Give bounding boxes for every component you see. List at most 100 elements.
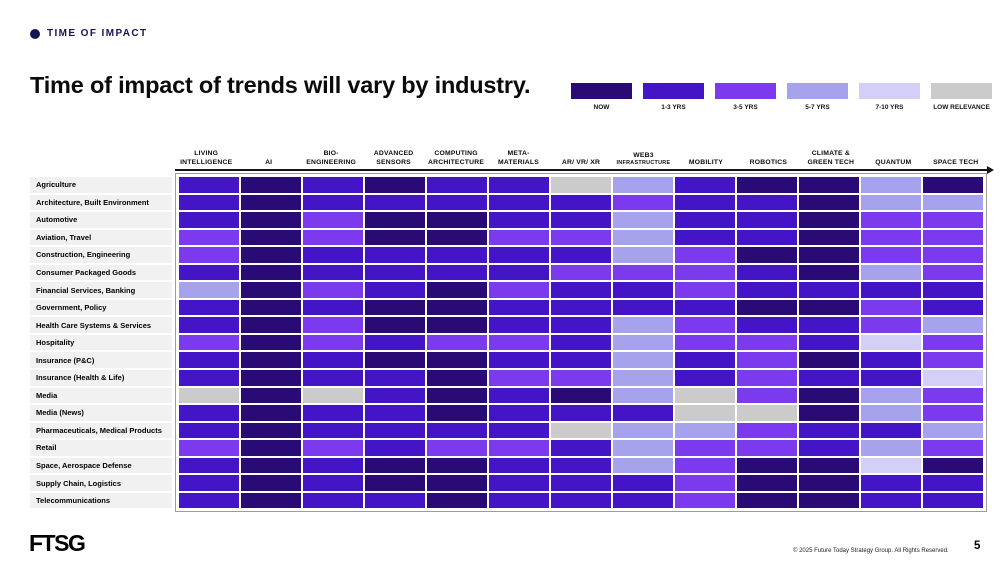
heatmap-cell — [241, 229, 301, 246]
heatmap-cell — [303, 229, 363, 246]
column-header: AR/ VR/ XR — [561, 158, 601, 166]
heatmap-cell — [799, 352, 859, 369]
heatmap-cell — [799, 440, 859, 456]
heatmap-cell — [737, 334, 797, 351]
heatmap-cell — [551, 282, 611, 298]
heatmap-cell — [489, 440, 549, 456]
heatmap-cell — [737, 299, 797, 316]
heatmap-cell — [241, 282, 301, 298]
heatmap-cell — [799, 422, 859, 439]
heatmap-cell — [613, 405, 673, 421]
heatmap-cell — [799, 212, 859, 228]
row-label: Financial Services, Banking — [30, 282, 172, 298]
row-labels-column: Agriculture Architecture, Built Environme… — [30, 141, 175, 512]
heatmap-cell — [737, 282, 797, 298]
column-header: MOBILITY — [688, 158, 723, 166]
heatmap-cell — [737, 422, 797, 439]
heatmap-cell — [427, 334, 487, 351]
heatmap-cell — [551, 405, 611, 421]
heatmap-cell — [241, 457, 301, 474]
heatmap-cell — [365, 352, 425, 369]
heatmap-cell — [799, 475, 859, 491]
heatmap-cell — [365, 177, 425, 193]
heatmap-cell — [675, 247, 735, 263]
heatmap-cell — [861, 334, 921, 351]
heatmap-cell — [799, 492, 859, 509]
heatmap-cell — [551, 264, 611, 281]
heatmap-cell — [613, 194, 673, 211]
heatmap-cell — [613, 282, 673, 298]
heatmap-cell — [241, 352, 301, 369]
heatmap-cell — [551, 229, 611, 246]
heatmap-cell — [799, 334, 859, 351]
heatmap-cell — [179, 352, 239, 369]
heatmap-cell — [799, 387, 859, 404]
heatmap-cell — [551, 457, 611, 474]
heatmap-cell — [613, 492, 673, 509]
row-label: Aviation, Travel — [30, 229, 172, 246]
heatmap-cell — [489, 229, 549, 246]
heatmap-cell — [365, 229, 425, 246]
heatmap-cell — [675, 212, 735, 228]
heatmap-cell — [303, 440, 363, 456]
heatmap-cell — [241, 264, 301, 281]
heatmap-grid — [179, 177, 983, 509]
heatmap-cell — [799, 194, 859, 211]
heatmap-cell — [551, 194, 611, 211]
heatmap-cell — [179, 370, 239, 386]
heatmap-cell — [241, 387, 301, 404]
bullet-dot-icon — [30, 28, 40, 39]
heatmap-cell — [675, 177, 735, 193]
heatmap-cell — [737, 440, 797, 456]
heatmap-cell — [489, 457, 549, 474]
heatmap-cell — [861, 440, 921, 456]
legend-swatch — [571, 83, 632, 99]
heatmap-cell — [365, 299, 425, 316]
heatmap-cell — [675, 264, 735, 281]
legend-swatch — [643, 83, 704, 99]
heatmap-cell — [427, 212, 487, 228]
heatmap-cell — [179, 229, 239, 246]
heatmap-cell — [861, 370, 921, 386]
heatmap-cell — [737, 492, 797, 509]
heatmap-cell — [179, 212, 239, 228]
heatmap-cell — [613, 440, 673, 456]
heatmap-cell — [303, 282, 363, 298]
legend-swatch — [931, 83, 992, 99]
heatmap-cell — [365, 440, 425, 456]
heatmap-cell — [923, 352, 983, 369]
heatmap-cell — [737, 457, 797, 474]
column-header: ROBOTICS — [749, 158, 788, 166]
legend-item: 1-3 YRS — [643, 83, 704, 111]
heatmap-cell — [179, 422, 239, 439]
heatmap-cell — [861, 492, 921, 509]
heatmap-cell — [737, 194, 797, 211]
heatmap-cell — [737, 177, 797, 193]
row-label: Media (News) — [30, 405, 172, 421]
heatmap-cell — [799, 177, 859, 193]
heatmap-cell — [241, 422, 301, 439]
heatmap-cell — [861, 177, 921, 193]
heatmap-cell — [613, 475, 673, 491]
heatmap-cell — [365, 282, 425, 298]
heatmap-cell — [737, 352, 797, 369]
heatmap-chart: Agriculture Architecture, Built Environme… — [30, 141, 994, 513]
heatmap-cell — [303, 194, 363, 211]
column-header: SPACE TECH — [933, 158, 979, 166]
heatmap-cell — [489, 194, 549, 211]
heatmap-cell — [427, 492, 487, 509]
heatmap-cell — [489, 247, 549, 263]
heatmap-cell — [799, 229, 859, 246]
heatmap-cell — [489, 475, 549, 491]
heatmap-cell — [179, 334, 239, 351]
heatmap-cell — [489, 317, 549, 333]
heatmap-cell — [427, 177, 487, 193]
eyebrow-label: TIME OF IMPACT — [47, 28, 148, 39]
row-label: Retail — [30, 440, 172, 456]
heatmap-cell — [923, 264, 983, 281]
heatmap-cell — [861, 405, 921, 421]
heatmap-cell — [675, 457, 735, 474]
heatmap-cell — [365, 405, 425, 421]
column-header: META-MATERIALS — [498, 150, 539, 166]
heatmap-cell — [303, 457, 363, 474]
